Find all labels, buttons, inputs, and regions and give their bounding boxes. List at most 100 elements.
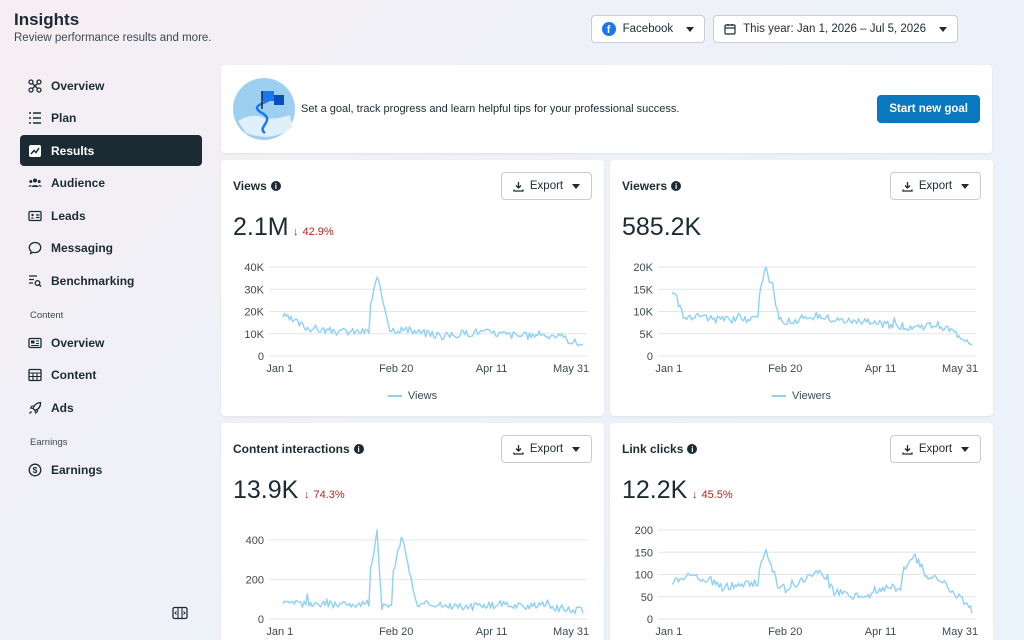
- chat-bubble-icon: [28, 241, 42, 255]
- chart-legend: Views: [221, 390, 604, 402]
- card-icon: [28, 336, 42, 350]
- sidebar-item-label: Earnings: [51, 462, 103, 477]
- calendar-icon: [724, 24, 736, 35]
- sidebar-item-content-overview[interactable]: Overview: [20, 327, 202, 358]
- export-label: Export: [529, 443, 564, 455]
- export-label: Export: [918, 180, 953, 192]
- arrow-down-icon: ↓: [293, 226, 299, 238]
- sidebar-item-label: Results: [51, 143, 95, 158]
- card-title-text: Content interactions: [233, 442, 350, 456]
- top-controls: f Facebook This year: Jan 1, 2026 – Jul …: [590, 15, 958, 43]
- sidebar: Overview Plan Results Audience Leads Mes…: [20, 70, 202, 487]
- x-tick-label: Apr 11: [865, 363, 897, 375]
- y-tick-label: 200: [635, 525, 653, 537]
- download-icon: [902, 444, 913, 455]
- rocket-icon: [28, 401, 42, 415]
- page-header: Insights Review performance results and …: [14, 10, 212, 44]
- export-button[interactable]: Export: [501, 435, 592, 463]
- sidebar-item-label: Plan: [51, 111, 77, 125]
- sidebar-item-messaging[interactable]: Messaging: [20, 233, 202, 264]
- metric-value: 2.1M: [233, 213, 289, 241]
- metric-value: 12.2K: [622, 476, 688, 504]
- series-line: [671, 548, 973, 614]
- metric-change-value: 42.9%: [302, 226, 334, 238]
- metric-value: 13.9K: [233, 476, 299, 504]
- export-button[interactable]: Export: [890, 172, 981, 200]
- date-range-label: This year: Jan 1, 2026 – Jul 5, 2026: [743, 23, 926, 35]
- section-label-earnings: Earnings: [30, 437, 68, 448]
- info-icon[interactable]: i: [353, 444, 364, 454]
- export-button[interactable]: Export: [890, 435, 981, 463]
- page-title: Insights: [14, 10, 80, 29]
- metric-change-value: 45.5%: [701, 489, 733, 501]
- metric-change: ↓ 74.3%: [304, 489, 345, 501]
- y-tick-label: 200: [246, 574, 264, 586]
- legend-swatch: [772, 395, 787, 397]
- info-icon[interactable]: i: [270, 181, 281, 191]
- goal-illustration: [233, 78, 295, 140]
- y-tick-label: 5K: [640, 329, 654, 341]
- x-tick-label: May 31: [942, 363, 978, 375]
- chart-legend: Viewers: [610, 390, 993, 402]
- sidebar-item-label: Ads: [51, 400, 74, 415]
- date-range-dropdown[interactable]: This year: Jan 1, 2026 – Jul 5, 2026: [713, 15, 958, 43]
- sidebar-item-plan[interactable]: Plan: [20, 103, 202, 134]
- card-title-text: Link clicks: [622, 442, 684, 456]
- sidebar-collapse-icon[interactable]: [172, 606, 188, 620]
- y-tick-label: 10K: [633, 307, 653, 319]
- y-tick-label: 150: [635, 547, 653, 559]
- sidebar-item-label: Overview: [51, 78, 105, 93]
- legend-label: Views: [407, 390, 438, 402]
- link-clicks-line-chart: 0 50 100 150 200 Jan 1 Feb 20 Apr 11 May 31: [635, 525, 978, 638]
- y-tick-label: 0: [258, 351, 264, 363]
- legend-swatch: [387, 395, 402, 397]
- sidebar-item-label: Content: [51, 368, 97, 382]
- sidebar-item-audience[interactable]: Audience: [20, 168, 202, 199]
- download-icon: [513, 444, 524, 455]
- export-label: Export: [529, 180, 564, 192]
- x-tick-label: May 31: [553, 626, 589, 638]
- x-tick-label: Jan 1: [655, 363, 682, 375]
- info-icon[interactable]: i: [687, 444, 698, 454]
- people-icon: [28, 176, 42, 190]
- goal-banner: Set a goal, track progress and learn hel…: [221, 65, 992, 153]
- y-tick-label: 20K: [633, 262, 653, 274]
- sidebar-item-content[interactable]: Content: [20, 360, 202, 391]
- page-subtitle: Review performance results and more.: [14, 32, 212, 44]
- sidebar-item-label: Overview: [51, 335, 105, 350]
- export-button[interactable]: Export: [501, 172, 592, 200]
- caret-down-icon: [686, 26, 695, 32]
- sidebar-item-overview[interactable]: Overview: [20, 70, 202, 101]
- section-label-content: Content: [30, 310, 64, 321]
- trend-chart-icon: [28, 144, 42, 158]
- download-icon: [902, 181, 913, 192]
- sidebar-item-label: Audience: [51, 176, 106, 190]
- sidebar-item-leads[interactable]: Leads: [20, 200, 202, 231]
- sidebar-item-ads[interactable]: Ads: [20, 392, 202, 423]
- sidebar-item-label: Leads: [51, 208, 86, 223]
- sidebar-item-benchmarking[interactable]: Benchmarking: [20, 265, 202, 296]
- id-card-icon: [28, 209, 42, 223]
- metric-change: ↓ 42.9%: [293, 226, 334, 238]
- link-clicks-card: Link clicks i Export 12.2K ↓ 45.5% 0 50 100 1…: [610, 423, 993, 640]
- sidebar-item-results[interactable]: Results: [20, 135, 202, 166]
- caret-down-icon: [572, 183, 581, 189]
- viewers-card: Viewers i Export 585.2K 0 5K 10K 15K 20K Jan 1…: [610, 160, 993, 416]
- facebook-icon: f: [601, 22, 616, 36]
- card-title: Content interactions i: [233, 442, 364, 456]
- content-interactions-line-chart: 0 200 400 Jan 1 Feb 20 Apr 11 May 31: [246, 529, 589, 638]
- info-icon[interactable]: i: [671, 181, 682, 191]
- grid-table-icon: [28, 368, 42, 382]
- svg-text:$: $: [33, 465, 38, 475]
- search-list-icon: [28, 274, 42, 288]
- start-new-goal-button[interactable]: Start new goal: [877, 95, 980, 123]
- views-line-chart: 0 10K 20K 30K 40K Jan 1 Feb 20 Apr 11 May 31: [244, 262, 589, 375]
- metric-change-value: 74.3%: [313, 489, 345, 501]
- x-tick-label: Jan 1: [266, 363, 293, 375]
- card-title-text: Viewers: [622, 179, 668, 193]
- y-tick-label: 10K: [244, 329, 264, 341]
- list-icon: [28, 111, 42, 125]
- metric-value: 585.2K: [622, 213, 702, 241]
- sidebar-item-earnings[interactable]: $ Earnings: [20, 454, 202, 485]
- platform-dropdown[interactable]: f Facebook: [590, 15, 706, 43]
